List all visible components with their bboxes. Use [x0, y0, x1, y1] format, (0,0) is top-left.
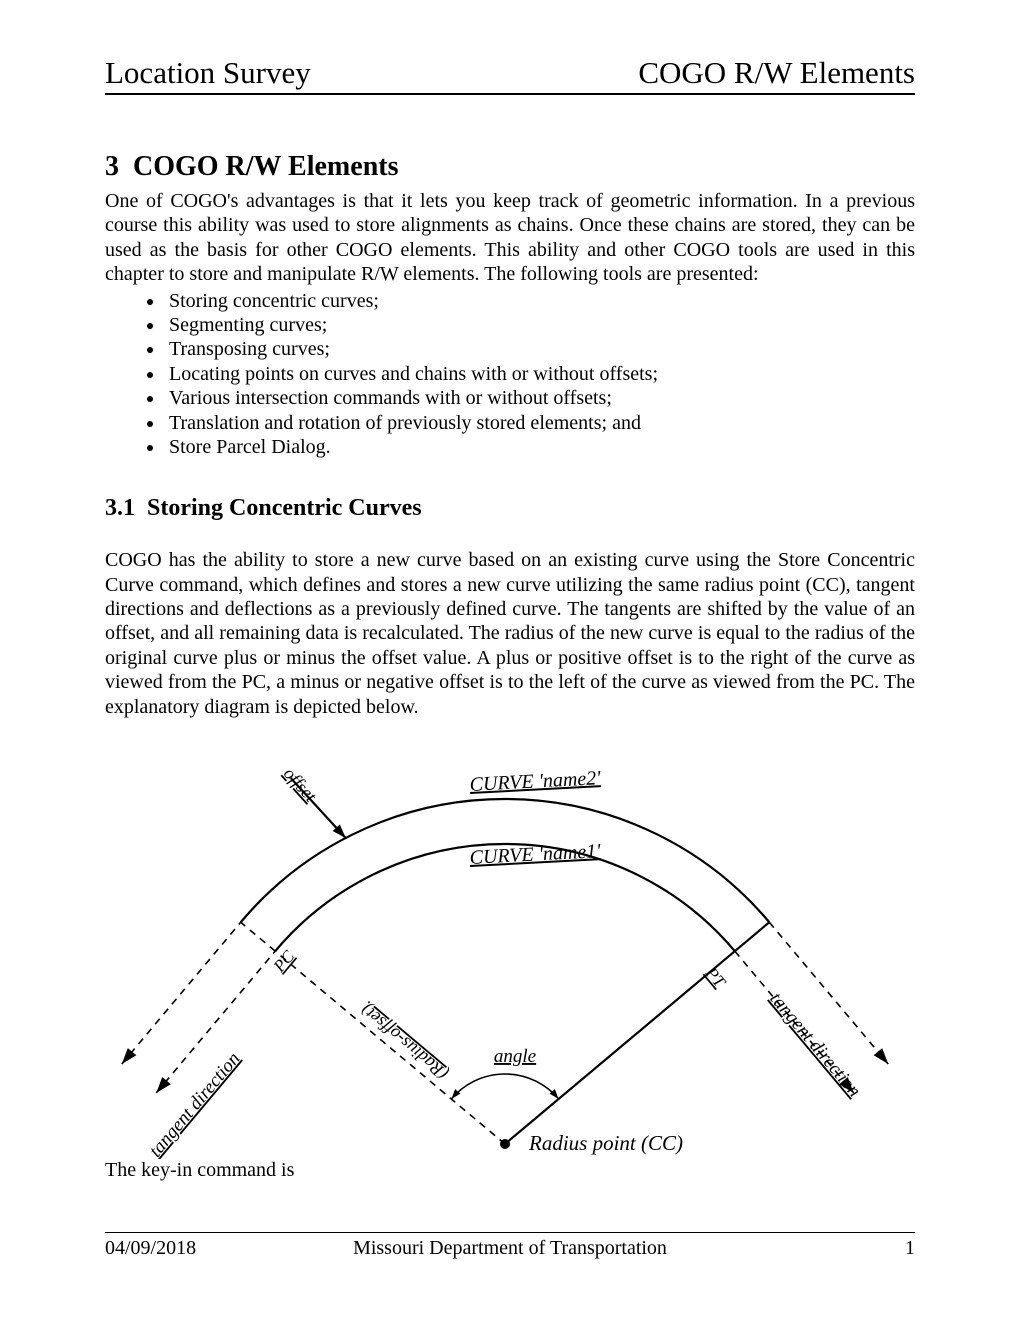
svg-text:CURVE 'name2': CURVE 'name2' — [469, 767, 602, 796]
section-intro: One of COGO's advantages is that it lets… — [105, 189, 915, 287]
bullet-item: Translation and rotation of previously s… — [165, 411, 915, 435]
bullet-item: Various intersection commands with or wi… — [165, 386, 915, 410]
page-header: Location Survey COGO R/W Elements — [105, 55, 915, 95]
bullet-item: Locating points on curves and chains wit… — [165, 362, 915, 386]
svg-text:(Radius-offset): (Radius-offset) — [357, 999, 452, 1084]
bullet-item: Transposing curves; — [165, 337, 915, 361]
bullet-item: Segmenting curves; — [165, 313, 915, 337]
footer-org: Missouri Department of Transportation — [105, 1237, 915, 1260]
page-footer: 04/09/2018 Missouri Department of Transp… — [105, 1232, 915, 1260]
section-title: 3 COGO R/W Elements — [105, 151, 915, 183]
svg-text:PT: PT — [701, 963, 730, 992]
svg-text:tangent direction: tangent direction — [145, 1049, 244, 1160]
subsection-body: COGO has the ability to store a new curv… — [105, 548, 915, 719]
svg-text:tangent direction: tangent direction — [765, 989, 864, 1102]
concentric-curve-diagram: CURVE 'name2'CURVE 'name1'tangent direct… — [105, 719, 915, 1159]
header-left: Location Survey — [105, 55, 311, 91]
svg-text:Radius point (CC): Radius point (CC) — [528, 1131, 683, 1155]
bullet-item: Store Parcel Dialog. — [165, 435, 915, 459]
section-bullets: Storing concentric curves; Segmenting cu… — [105, 289, 915, 460]
svg-text:angle: angle — [494, 1046, 536, 1067]
bullet-item: Storing concentric curves; — [165, 289, 915, 313]
svg-text:offset: offset — [280, 763, 322, 806]
svg-text:PC: PC — [269, 946, 299, 976]
keyin-text: The key-in command is — [105, 1159, 915, 1182]
subsection-title: 3.1 Storing Concentric Curves — [105, 495, 915, 522]
header-right: COGO R/W Elements — [638, 55, 915, 91]
diagram-svg: CURVE 'name2'CURVE 'name1'tangent direct… — [105, 719, 915, 1159]
